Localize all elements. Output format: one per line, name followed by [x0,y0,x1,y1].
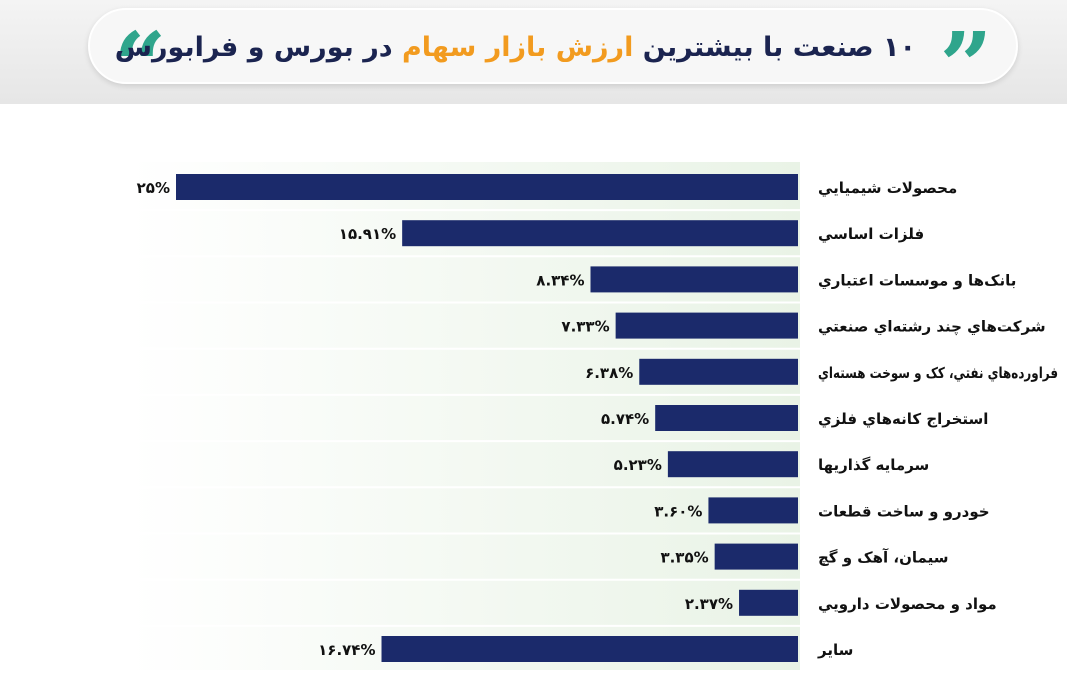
bar-9 [739,589,798,616]
bar-8 [714,543,798,570]
category-label-6: سرمايه گذاريها [818,456,929,474]
category-label-8: سيمان، آهک و گچ [818,549,949,567]
quote-close-icon: ” [939,12,993,120]
bar-10 [381,636,798,662]
value-label-2: ۸.۳۴% [536,271,584,289]
category-label-2: بانک‌ها و موسسات اعتباري [818,271,1016,290]
value-label-1: ۱۵.۹۱% [339,225,396,243]
value-label-0: ۲۵% [137,179,170,197]
title-part-1: ۱۰ صنعت با بیشترین [633,32,916,63]
chart-title: ۱۰ صنعت با بیشترین ارزش بازار سهام در بو… [115,28,916,68]
category-label-9: مواد و محصولات دارويي [818,595,997,613]
value-label-3: ۷.۳۳% [561,318,609,336]
title-banner: “ ۱۰ صنعت با بیشترین ارزش بازار سهام در … [88,8,1018,120]
bar-6 [667,451,798,478]
value-label-7: ۳.۶۰% [654,502,702,520]
value-label-5: ۵.۷۴% [601,410,649,428]
category-label-1: فلزات اساسي [818,225,924,243]
category-label-3: شرکت‌هاي چند رشته‌اي صنعتي [818,318,1046,337]
category-label-0: محصولات شيميايي [818,179,957,197]
quote-open-icon: “ [113,12,167,120]
value-label-9: ۲.۳۷% [685,595,733,613]
bar-7 [708,497,798,524]
value-label-10: ۱۶.۷۴% [318,641,375,659]
value-label-8: ۳.۳۵% [660,549,708,567]
bar-4 [639,358,798,385]
category-label-10: ساير [817,641,853,659]
bar-5 [655,405,798,431]
bar-1 [402,220,798,247]
bars-layer: ۲۵% محصولات شيميايي ۱۵.۹۱% فلزات اساسي ۸.۳۴%… [130,174,1058,662]
bar-3 [615,312,798,339]
title-part-2: در بورس و فرابورس [114,32,402,63]
bar-0 [176,174,798,200]
category-label-4: فراورده‌هاي نفتي، کک و سوخت هسته‌اي [818,364,1058,383]
category-label-7: خودرو و ساخت قطعات [818,502,990,520]
bar-2 [590,266,798,293]
title-highlight: ارزش بازار سهام [402,32,634,63]
category-label-5: استخراج کانه‌هاي فلزي [818,410,988,429]
value-label-4: ۶.۳۸% [585,364,633,382]
bar-chart: ۲۵% محصولات شيميايي ۱۵.۹۱% فلزات اساسي ۸.۳۴%… [130,162,1058,670]
value-label-6: ۵.۲۳% [614,456,662,474]
